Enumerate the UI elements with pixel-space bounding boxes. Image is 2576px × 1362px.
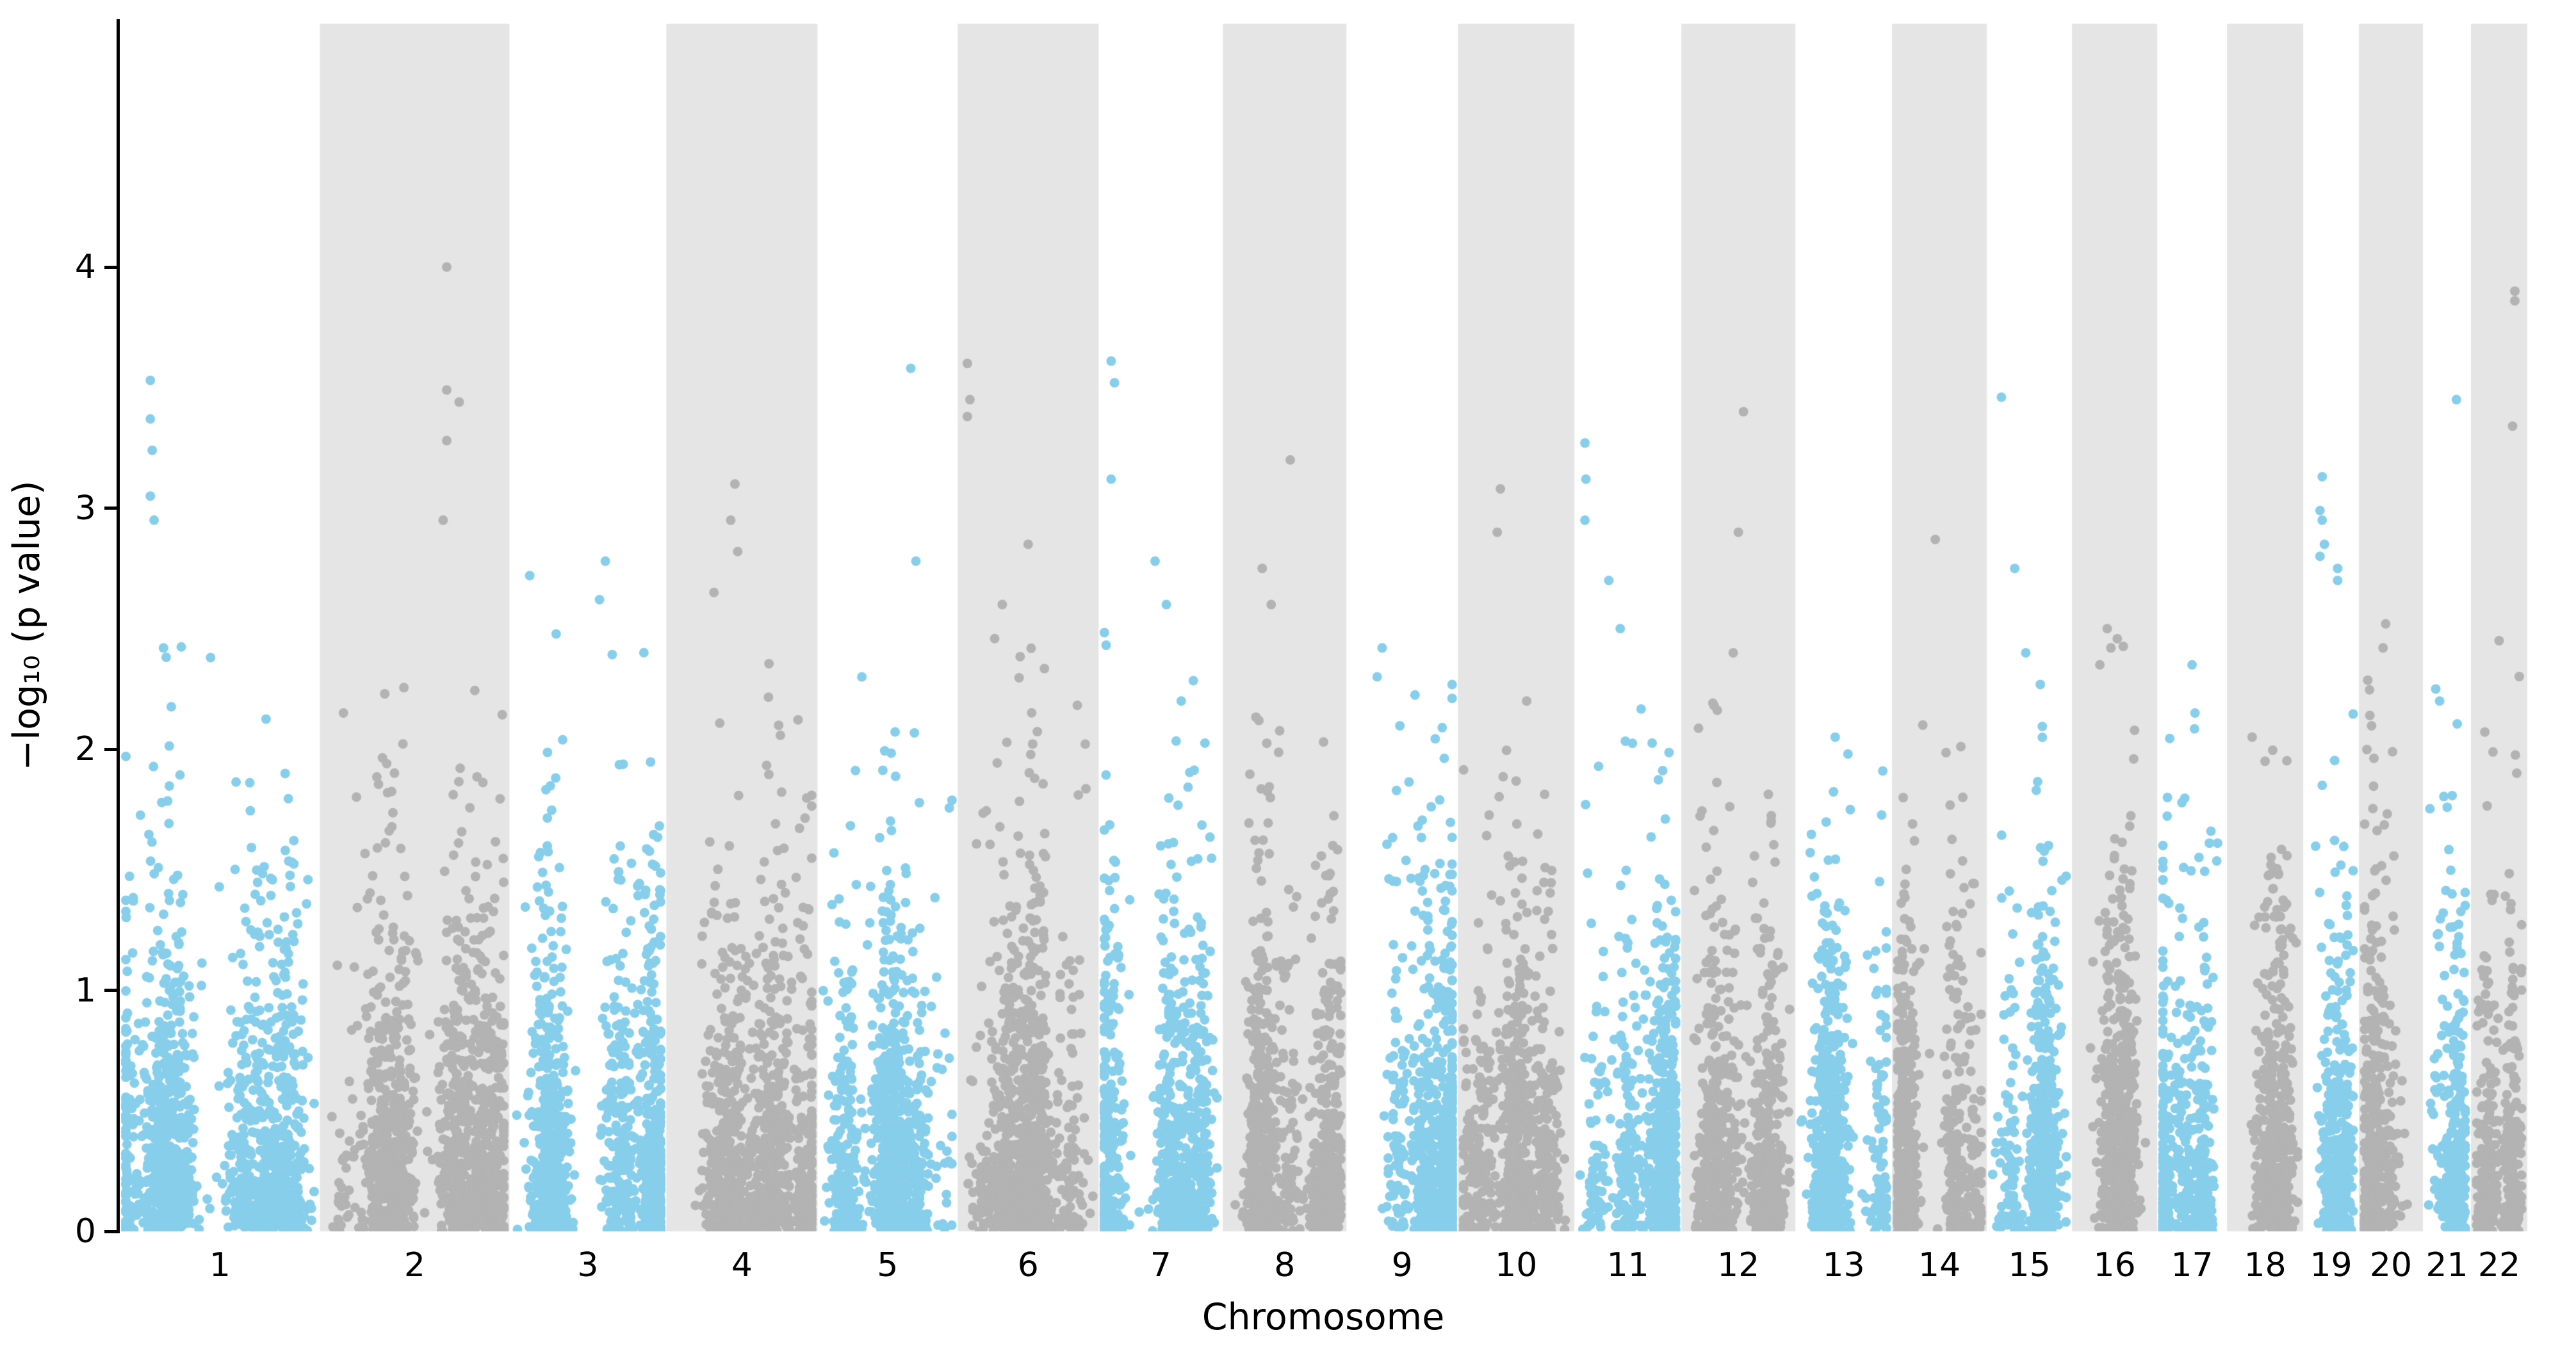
y-tick-mark-1 — [104, 989, 117, 992]
y-tick-label-2: 2 — [74, 730, 96, 768]
x-tick-label-chr12: 12 — [1717, 1246, 1760, 1285]
x-tick-label-chr13: 13 — [1822, 1246, 1865, 1285]
x-tick-label-chr1: 1 — [209, 1246, 231, 1285]
x-tick-label-chr5: 5 — [877, 1246, 899, 1285]
y-tick-label-1: 1 — [74, 971, 96, 1010]
x-tick-label-chr4: 4 — [731, 1246, 753, 1285]
y-tick-mark-3 — [104, 507, 117, 510]
y-tick-label-3: 3 — [74, 489, 96, 528]
x-axis-title: Chromosome — [1202, 1296, 1445, 1338]
x-tick-label-chr3: 3 — [577, 1246, 599, 1285]
y-axis-title: −log₁₀ (p value) — [6, 480, 48, 771]
y-axis-spine — [117, 19, 120, 1233]
x-tick-label-chr8: 8 — [1274, 1246, 1296, 1285]
y-tick-label-0: 0 — [74, 1212, 96, 1251]
x-tick-label-chr20: 20 — [2369, 1246, 2413, 1285]
x-tick-label-chr11: 11 — [1606, 1246, 1649, 1285]
x-tick-label-chr22: 22 — [2477, 1246, 2521, 1285]
x-tick-label-chr17: 17 — [2171, 1246, 2213, 1285]
y-tick-label-4: 4 — [74, 248, 96, 286]
x-tick-label-chr15: 15 — [2008, 1246, 2051, 1285]
x-tick-label-chr14: 14 — [1918, 1246, 1961, 1285]
x-tick-label-chr19: 19 — [2310, 1246, 2352, 1285]
x-tick-label-chr18: 18 — [2244, 1246, 2287, 1285]
x-tick-label-chr6: 6 — [1017, 1246, 1039, 1285]
x-tick-label-chr2: 2 — [404, 1246, 425, 1285]
x-tick-label-chr21: 21 — [2425, 1246, 2468, 1285]
y-tick-mark-4 — [104, 265, 117, 269]
x-tick-label-chr9: 9 — [1391, 1246, 1413, 1285]
x-tick-label-chr16: 16 — [2093, 1246, 2136, 1285]
x-tick-label-chr7: 7 — [1150, 1246, 1171, 1285]
y-tick-mark-2 — [104, 747, 117, 751]
x-tick-label-chr10: 10 — [1495, 1246, 1538, 1285]
y-tick-mark-0 — [104, 1229, 117, 1233]
